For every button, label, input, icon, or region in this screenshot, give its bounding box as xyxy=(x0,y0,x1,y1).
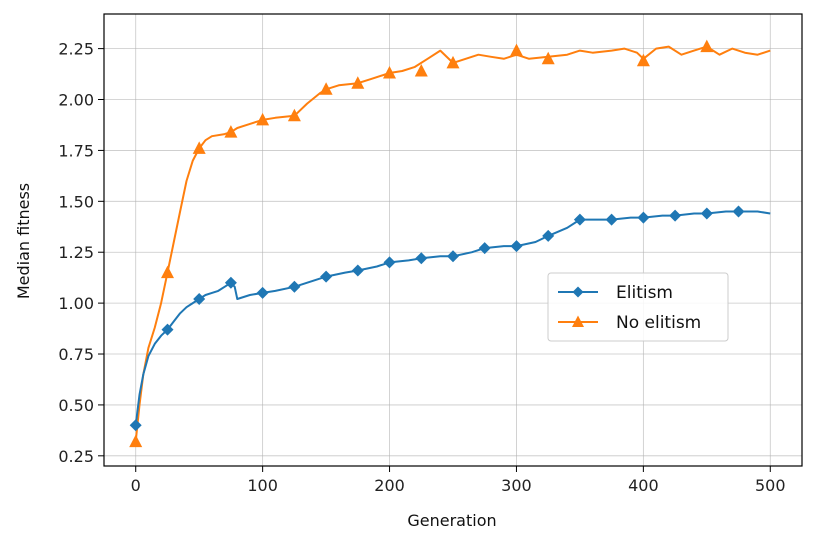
series-marker-elitism xyxy=(256,286,269,299)
x-axis-label: Generation xyxy=(407,511,496,530)
series-marker-elitism xyxy=(161,323,174,336)
series-line-elitism xyxy=(134,210,771,426)
series-marker-no-elitism xyxy=(256,112,270,126)
y-tick-label: 0.75 xyxy=(58,345,94,364)
series-marker-no-elitism xyxy=(192,141,206,154)
series-marker-elitism xyxy=(320,270,333,283)
series-marker-elitism xyxy=(288,280,301,293)
legend: Elitism No elitism xyxy=(547,272,729,342)
grid-lines xyxy=(104,14,802,466)
series-marker-elitism xyxy=(700,207,713,220)
series-marker-no-elitism xyxy=(129,434,143,448)
y-axis-label: Median fitness xyxy=(14,183,33,299)
series-marker-elitism xyxy=(193,293,206,305)
series-marker-no-elitism xyxy=(351,76,365,89)
x-tick-label: 100 xyxy=(247,476,278,495)
legend-box xyxy=(547,272,729,342)
series-marker-no-elitism xyxy=(446,55,460,69)
x-tick-label: 300 xyxy=(501,476,532,495)
series-marker-no-elitism xyxy=(224,125,238,138)
axis-ticks: 0 100 200 300 400 500 0.25 0.50 0.75 1.00 1.25 1.50… xyxy=(58,40,785,495)
plot-frame xyxy=(103,13,803,467)
series-marker-elitism xyxy=(573,213,586,226)
series-marker-elitism xyxy=(732,205,745,218)
legend-label-elitism: Elitism xyxy=(616,283,673,303)
y-tick-label: 1.75 xyxy=(58,141,94,160)
series-marker-elitism xyxy=(542,229,555,242)
series-marker-elitism xyxy=(605,213,618,226)
series-marker-no-elitism xyxy=(510,43,523,57)
series-group xyxy=(129,39,771,448)
y-tick-label: 1.00 xyxy=(58,294,94,313)
series-marker-elitism xyxy=(669,209,682,222)
series-marker-no-elitism xyxy=(383,66,396,79)
series-marker-no-elitism xyxy=(414,64,428,77)
series-marker-no-elitism xyxy=(541,51,555,65)
series-marker-no-elitism xyxy=(161,265,174,279)
series-marker-elitism xyxy=(129,419,142,432)
series-marker-no-elitism xyxy=(287,108,301,122)
series-marker-elitism xyxy=(351,264,364,277)
x-tick-label: 400 xyxy=(628,476,659,495)
legend-label-no-elitism: No elitism xyxy=(616,313,701,333)
y-tick-label: 1.25 xyxy=(58,243,94,262)
series-marker-no-elitism xyxy=(700,39,714,53)
y-tick-label: 0.50 xyxy=(58,396,94,415)
x-tick-label: 200 xyxy=(374,476,405,495)
y-tick-label: 2.25 xyxy=(58,40,94,59)
series-marker-elitism xyxy=(383,256,396,269)
series-marker-elitism xyxy=(510,240,523,253)
series-marker-elitism xyxy=(447,250,459,263)
y-tick-label: 1.50 xyxy=(58,192,94,211)
series-marker-no-elitism xyxy=(636,53,650,67)
series-line-no-elitism xyxy=(134,45,771,442)
series-marker-no-elitism xyxy=(319,82,333,95)
x-tick-label: 0 xyxy=(131,476,141,495)
legend-marker-no-elitism xyxy=(572,315,584,327)
series-marker-elitism xyxy=(224,276,237,289)
y-tick-label: 2.00 xyxy=(58,91,94,110)
series-marker-elitism xyxy=(478,242,491,255)
x-tick-label: 500 xyxy=(755,476,786,495)
legend-marker-elitism xyxy=(572,286,584,298)
series-marker-elitism xyxy=(637,211,650,224)
series-marker-elitism xyxy=(415,252,428,265)
y-tick-label: 0.25 xyxy=(58,447,94,466)
